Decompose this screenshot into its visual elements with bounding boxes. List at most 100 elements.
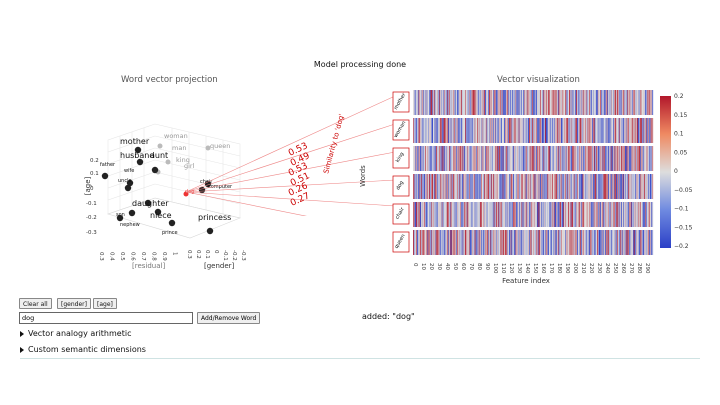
residual-tick: 0.7 — [140, 252, 146, 261]
word-label-girl: girl — [184, 162, 195, 170]
word-label-mother: mother — [120, 137, 150, 146]
heatmap-xtick: 40 — [444, 263, 450, 270]
vector-xlabel: Feature index — [502, 277, 550, 285]
colorbar-tick: −0.1 — [674, 206, 689, 213]
age-tick: -0.2 — [86, 215, 97, 221]
disclosure-triangle-icon — [20, 330, 24, 337]
heatmap-xtick: 290 — [644, 263, 650, 274]
heatmap-row-king — [413, 146, 654, 171]
custom-dimensions-label: Custom semantic dimensions — [28, 345, 146, 354]
word-label-husband: husband — [120, 151, 154, 160]
heatmap-xtick: 90 — [484, 263, 490, 270]
heatmap-xtick: 220 — [588, 263, 594, 274]
gender-tick: -0.2 — [231, 250, 237, 261]
age-axis-button[interactable]: [age] — [93, 298, 117, 309]
word-point-son[interactable] — [128, 209, 136, 217]
heatmap-xtick: 170 — [548, 263, 554, 274]
add-remove-word-button[interactable]: Add/Remove Word — [197, 312, 261, 324]
row-label-box — [392, 91, 410, 113]
residual-tick: 1 — [172, 252, 178, 256]
residual-tick: 0.8 — [151, 252, 157, 261]
gender-axis-button[interactable]: [gender] — [57, 298, 91, 309]
word-point-father[interactable] — [101, 172, 109, 180]
analogy-label: Vector analogy arithmetic — [28, 329, 132, 338]
word-label-computer: computer — [208, 184, 233, 190]
row-label: dog — [395, 180, 405, 191]
heatmap-xtick: 160 — [540, 263, 546, 274]
heatmap-xtick: 130 — [516, 263, 522, 274]
colorbar-tick: 0.15 — [674, 112, 688, 119]
word-point-mother[interactable] — [134, 146, 142, 154]
heatmap-xtick: 10 — [420, 263, 426, 270]
added-message: added: "dog" — [362, 312, 415, 321]
colorbar-tick: 0.1 — [674, 131, 684, 138]
gender-tick: 0 — [213, 250, 219, 254]
analogy-disclosure[interactable]: Vector analogy arithmetic — [20, 329, 131, 338]
heatmap-xtick: 210 — [580, 263, 586, 274]
similarity-connectors: 0.530.490.530.510.260.27 Similarity to '… — [185, 95, 396, 216]
word-point-prince[interactable] — [168, 219, 176, 227]
colorbar-tick: −0.2 — [674, 243, 689, 250]
word-label-uncle: uncle — [118, 178, 132, 184]
word-point-wife[interactable] — [126, 179, 134, 187]
word-label-king: king — [176, 156, 190, 164]
word-point-queen[interactable] — [205, 145, 211, 151]
word-label-wife: wife — [124, 168, 134, 174]
age-tick: -0.3 — [86, 230, 97, 236]
word-label-woman: woman — [164, 132, 188, 140]
gender-tick: 0.2 — [195, 250, 201, 259]
row-label-box — [392, 231, 410, 253]
status-message: Model processing done — [313, 60, 407, 69]
residual-tick: 0.3 — [98, 252, 104, 261]
word-label-niece: niece — [150, 211, 172, 220]
word-point-daughter[interactable] — [144, 199, 152, 207]
heatmap-xtick: 100 — [492, 263, 498, 274]
heatmap-xtick: 60 — [460, 263, 466, 270]
word-point-king[interactable] — [165, 159, 171, 165]
age-tick: 0.2 — [90, 158, 99, 164]
heatmap-xtick: 270 — [628, 263, 634, 274]
clear-all-button[interactable]: Clear all — [19, 298, 52, 309]
age-tick: 0.1 — [90, 171, 99, 177]
heatmap-row-woman — [413, 118, 654, 143]
colorbar-tick: 0 — [674, 168, 678, 175]
colorbar-tick: 0.05 — [674, 149, 688, 156]
colorbar — [660, 96, 671, 248]
heatmap-xtick: 180 — [556, 263, 562, 274]
heatmap-xtick: 150 — [532, 263, 538, 274]
word-point-nephew[interactable] — [116, 214, 124, 222]
heatmap-xtick: 110 — [500, 263, 506, 274]
row-label-box — [392, 147, 410, 169]
word-point-aunt[interactable] — [151, 166, 159, 174]
similarity-axis-label: Similarity to 'dog' — [322, 113, 346, 175]
heatmap-xtick: 30 — [436, 263, 442, 270]
word-label-prince: prince — [162, 230, 178, 236]
custom-dimensions-disclosure[interactable]: Custom semantic dimensions — [20, 345, 146, 354]
word-input[interactable] — [19, 312, 193, 324]
word-point-dog[interactable] — [183, 191, 189, 197]
residual-tick: 0.4 — [109, 252, 115, 261]
word-point-husband[interactable] — [136, 158, 144, 166]
row-label-box — [392, 203, 410, 225]
gender-tick: -0.3 — [240, 250, 246, 261]
vector-title: Vector visualization — [497, 75, 580, 85]
heatmap-xtick: 0 — [412, 263, 418, 267]
colorbar-tick: −0.05 — [674, 187, 693, 194]
disclosure-triangle-icon — [20, 346, 24, 353]
word-point-niece[interactable] — [154, 208, 162, 216]
heatmap-row-queen — [413, 230, 654, 255]
word-point-uncle[interactable] — [124, 184, 132, 192]
word-label-nephew: nephew — [120, 222, 140, 228]
word-label-man: man — [172, 144, 186, 152]
word-point-princess[interactable] — [206, 227, 214, 235]
row-label: chair — [394, 206, 406, 221]
heatmap-xtick: 280 — [636, 263, 642, 274]
heatmap-xtick: 20 — [428, 263, 434, 270]
word-point-woman[interactable] — [157, 143, 163, 149]
gender-tick: 0.3 — [186, 250, 192, 259]
heatmap-row-chair — [413, 202, 654, 227]
residual-tick: 0.9 — [161, 252, 167, 261]
word-label-father: father — [100, 162, 116, 168]
